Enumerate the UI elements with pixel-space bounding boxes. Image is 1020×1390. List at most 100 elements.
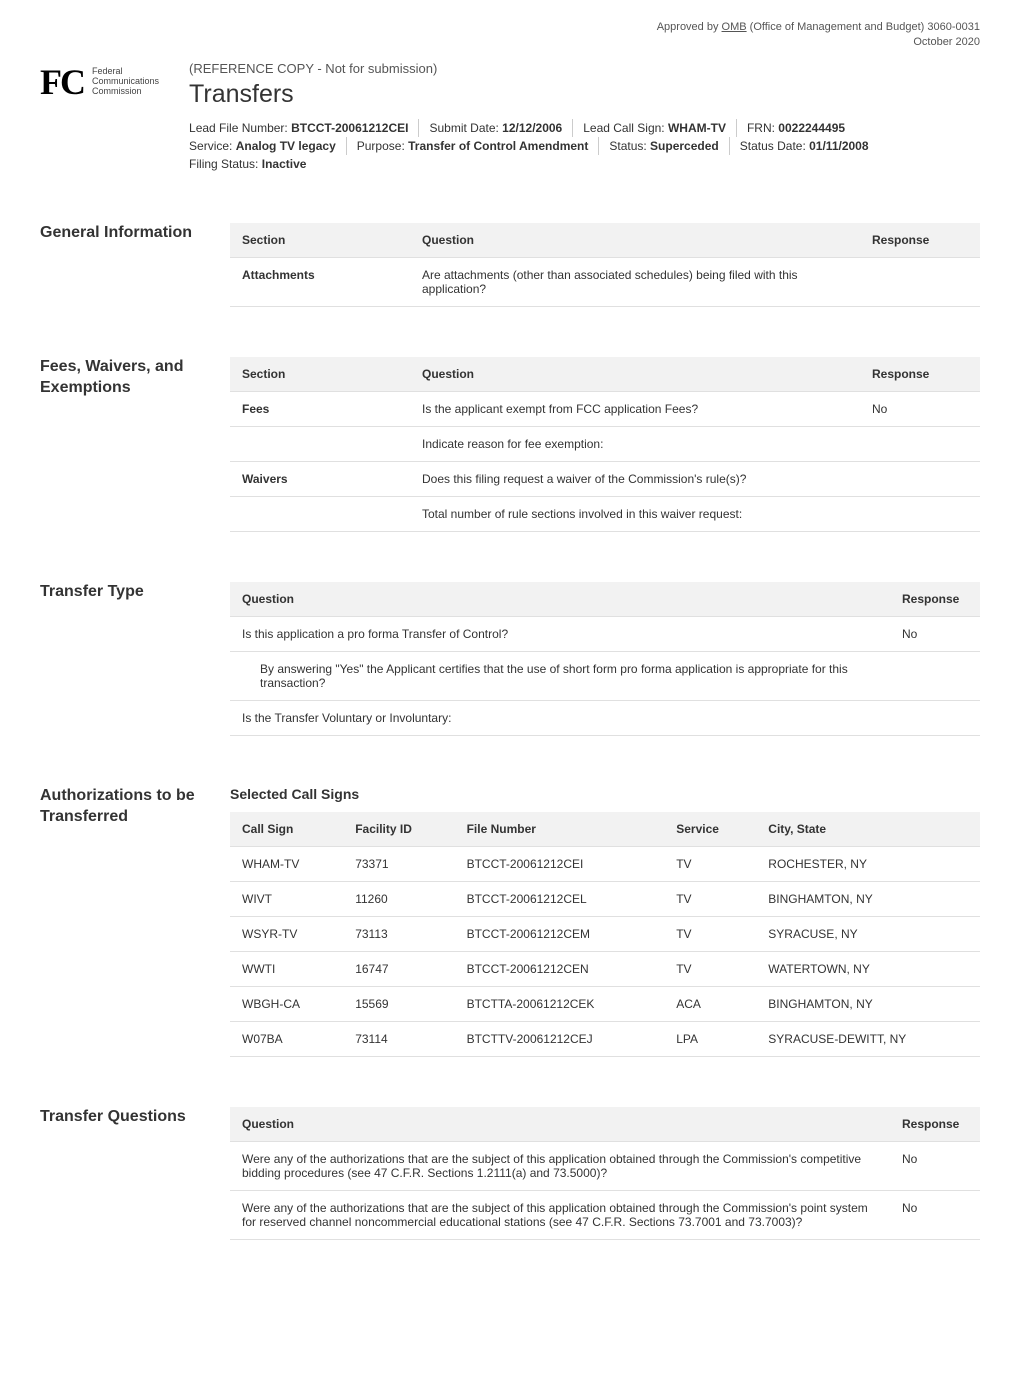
table-row: W07BA73114BTCTTV-20061212CEJLPASYRACUSE-… — [230, 1021, 980, 1056]
tq-r1-q: Were any of the authorizations that are … — [230, 1141, 890, 1190]
table-row: By answering "Yes" the Applicant certifi… — [230, 651, 980, 700]
tt-r3-q: Is the Transfer Voluntary or Involuntary… — [230, 700, 890, 735]
table-row: Attachments Are attachments (other than … — [230, 257, 980, 306]
transfer-questions-body: Question Response Were any of the author… — [230, 1107, 980, 1240]
cs-cell-call_sign: WSYR-TV — [230, 916, 343, 951]
approval-suffix: (Office of Management and Budget) 3060-0… — [747, 21, 980, 33]
transfer-questions-table: Question Response Were any of the author… — [230, 1107, 980, 1240]
cs-cell-facility_id: 15569 — [343, 986, 454, 1021]
tq-r2-q: Were any of the authorizations that are … — [230, 1190, 890, 1239]
cs-col-city-state: City, State — [756, 812, 980, 847]
cs-cell-service: LPA — [664, 1021, 756, 1056]
fees-r1-response: No — [860, 391, 980, 426]
cs-cell-city_state: BINGHAMTON, NY — [756, 986, 980, 1021]
transfer-questions-heading: Transfer Questions — [40, 1107, 200, 1128]
table-row: WBGH-CA15569BTCTTA-20061212CEKACABINGHAM… — [230, 986, 980, 1021]
meta-submit-date: Submit Date: 12/12/2006 — [419, 119, 573, 137]
approval-date: October 2020 — [913, 36, 980, 48]
tq-col-question: Question — [230, 1107, 890, 1142]
table-row: WHAM-TV73371BTCCT-20061212CEITVROCHESTER… — [230, 846, 980, 881]
cs-cell-file_number: BTCCT-20061212CEN — [455, 951, 665, 986]
approval-prefix: Approved by — [657, 21, 722, 33]
cs-cell-city_state: SYRACUSE-DEWITT, NY — [756, 1021, 980, 1056]
cs-cell-service: TV — [664, 916, 756, 951]
cs-cell-file_number: BTCTTA-20061212CEK — [455, 986, 665, 1021]
tt-r1-q: Is this application a pro forma Transfer… — [230, 616, 890, 651]
fees-r4-question: Total number of rule sections involved i… — [410, 496, 860, 531]
gi-col-question: Question — [410, 223, 860, 258]
cs-col-file-number: File Number — [455, 812, 665, 847]
table-row: Total number of rule sections involved i… — [230, 496, 980, 531]
general-info-heading: General Information — [40, 223, 200, 244]
gi-row-response — [860, 257, 980, 306]
tt-r2-r — [890, 651, 980, 700]
cs-cell-call_sign: WHAM-TV — [230, 846, 343, 881]
meta-row-3: Filing Status: Inactive — [189, 155, 980, 173]
table-row: Waivers Does this filing request a waive… — [230, 461, 980, 496]
cs-col-service: Service — [664, 812, 756, 847]
tq-col-response: Response — [890, 1107, 980, 1142]
cs-cell-facility_id: 73371 — [343, 846, 454, 881]
section-transfer-questions: Transfer Questions Question Response Wer… — [40, 1107, 980, 1240]
tq-r2-r: No — [890, 1190, 980, 1239]
fees-table: Section Question Response Fees Is the ap… — [230, 357, 980, 532]
cs-cell-service: TV — [664, 881, 756, 916]
fees-heading: Fees, Waivers, and Exemptions — [40, 357, 200, 399]
cs-cell-call_sign: WIVT — [230, 881, 343, 916]
table-row: Is the Transfer Voluntary or Involuntary… — [230, 700, 980, 735]
fcc-logo-line3: Commission — [92, 86, 142, 96]
cs-cell-file_number: BTCCT-20061212CEL — [455, 881, 665, 916]
transfer-type-table: Question Response Is this application a … — [230, 582, 980, 736]
top-row: FC Federal Communications Commission (RE… — [40, 61, 980, 173]
gi-row-section: Attachments — [242, 268, 315, 282]
header-main: (REFERENCE COPY - Not for submission) Tr… — [189, 61, 980, 173]
cs-cell-file_number: BTCCT-20061212CEM — [455, 916, 665, 951]
general-info-body: Section Question Response Attachments Ar… — [230, 223, 980, 307]
tt-r2-q: By answering "Yes" the Applicant certifi… — [230, 651, 890, 700]
fees-r3-section: Waivers — [242, 472, 288, 486]
page-title: Transfers — [189, 80, 980, 109]
general-info-table: Section Question Response Attachments Ar… — [230, 223, 980, 307]
fees-r2-response — [860, 426, 980, 461]
cs-cell-city_state: WATERTOWN, NY — [756, 951, 980, 986]
cs-cell-facility_id: 16747 — [343, 951, 454, 986]
fees-r2-question: Indicate reason for fee exemption: — [410, 426, 860, 461]
fcc-logo-line2: Communications — [92, 76, 159, 86]
authorizations-body: Selected Call Signs Call Sign Facility I… — [230, 786, 980, 1057]
tt-col-response: Response — [890, 582, 980, 617]
meta-row-2: Service: Analog TV legacy Purpose: Trans… — [189, 137, 980, 155]
cs-cell-call_sign: WWTI — [230, 951, 343, 986]
cs-cell-city_state: BINGHAMTON, NY — [756, 881, 980, 916]
fees-body: Section Question Response Fees Is the ap… — [230, 357, 980, 532]
meta-frn: FRN: 0022244495 — [737, 119, 855, 137]
table-row: WIVT11260BTCCT-20061212CELTVBINGHAMTON, … — [230, 881, 980, 916]
fees-col-section: Section — [230, 357, 410, 392]
section-authorizations: Authorizations to be Transferred Selecte… — [40, 786, 980, 1057]
fees-r1-section: Fees — [242, 402, 269, 416]
cs-cell-city_state: SYRACUSE, NY — [756, 916, 980, 951]
approval-omb: OMB — [722, 21, 747, 33]
meta-lead-call: Lead Call Sign: WHAM-TV — [573, 119, 737, 137]
table-row: WSYR-TV73113BTCCT-20061212CEMTVSYRACUSE,… — [230, 916, 980, 951]
fcc-logo-line1: Federal — [92, 66, 123, 76]
section-fees: Fees, Waivers, and Exemptions Section Qu… — [40, 357, 980, 532]
cs-cell-service: TV — [664, 951, 756, 986]
transfer-type-heading: Transfer Type — [40, 582, 200, 603]
cs-cell-file_number: BTCTTV-20061212CEJ — [455, 1021, 665, 1056]
meta-lead-file: Lead File Number: BTCCT-20061212CEI — [189, 119, 419, 137]
meta-status-date: Status Date: 01/11/2008 — [730, 137, 879, 155]
cs-cell-facility_id: 73114 — [343, 1021, 454, 1056]
table-row: Is this application a pro forma Transfer… — [230, 616, 980, 651]
cs-cell-call_sign: W07BA — [230, 1021, 343, 1056]
fees-r3-response — [860, 461, 980, 496]
fcc-logo-text: Federal Communications Commission — [92, 67, 159, 97]
table-row: Were any of the authorizations that are … — [230, 1190, 980, 1239]
tt-col-question: Question — [230, 582, 890, 617]
tt-r3-r — [890, 700, 980, 735]
section-general-info: General Information Section Question Res… — [40, 223, 980, 307]
cs-cell-service: ACA — [664, 986, 756, 1021]
tt-r1-r: No — [890, 616, 980, 651]
meta-filing-status: Filing Status: Inactive — [189, 155, 316, 173]
authorizations-heading: Authorizations to be Transferred — [40, 786, 200, 828]
fcc-logo-icon: FC — [40, 61, 84, 103]
